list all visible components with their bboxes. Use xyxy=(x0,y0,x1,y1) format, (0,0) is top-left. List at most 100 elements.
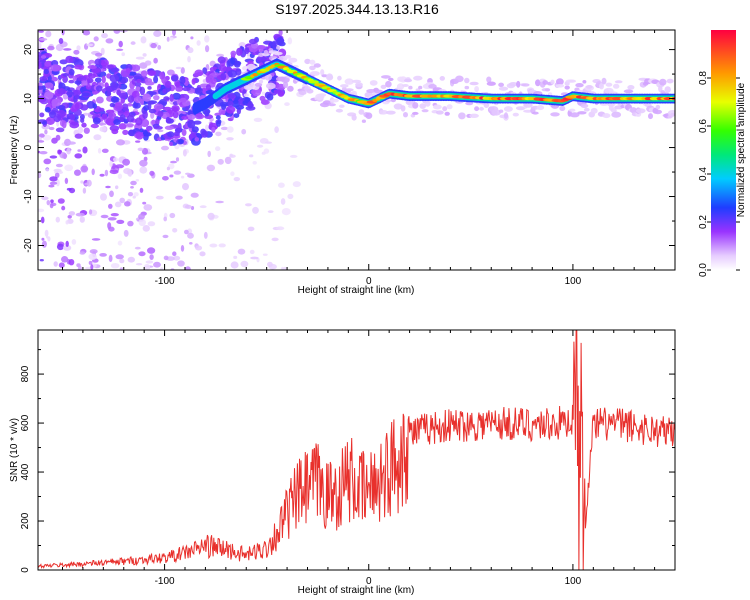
noise-cell xyxy=(105,38,114,44)
noise-cell xyxy=(49,176,58,182)
noise-cell xyxy=(63,153,67,160)
noise-cell xyxy=(95,85,103,92)
noise-cell xyxy=(93,134,102,141)
snr-y-label: SNR (10 * v/v) xyxy=(9,418,20,482)
noise-cell xyxy=(273,89,282,94)
halo-cell xyxy=(659,78,667,86)
noise-cell xyxy=(80,180,84,184)
noise-cell xyxy=(257,144,264,148)
noise-cell xyxy=(217,56,226,64)
noise-cell xyxy=(130,41,136,45)
noise-cell xyxy=(230,171,235,176)
halo-cell xyxy=(444,111,450,116)
noise-cell xyxy=(50,199,54,203)
noise-cell xyxy=(48,126,55,131)
noise-cell xyxy=(110,213,119,217)
noise-cell xyxy=(143,204,153,211)
halo-cell xyxy=(486,76,492,83)
noise-cell xyxy=(76,45,81,51)
noise-cell xyxy=(163,255,169,261)
noise-cell xyxy=(39,76,48,82)
x-tick-label: -100 xyxy=(155,276,175,287)
noise-cell xyxy=(113,157,118,162)
noise-cell xyxy=(177,122,182,132)
noise-cell xyxy=(49,202,54,209)
noise-cell xyxy=(164,80,172,88)
noise-cell xyxy=(252,206,259,214)
noise-cell xyxy=(41,196,49,201)
noise-cell xyxy=(142,53,147,57)
noise-cell xyxy=(92,103,98,109)
noise-cell xyxy=(81,92,90,97)
noise-cell xyxy=(44,82,54,89)
noise-cell xyxy=(132,102,141,109)
noise-cell xyxy=(74,169,81,176)
halo-cell xyxy=(320,69,325,76)
halo-cell xyxy=(455,75,464,83)
noise-cell xyxy=(109,102,116,108)
noise-cell xyxy=(229,154,236,158)
halo-cell xyxy=(418,85,423,90)
noise-cell xyxy=(194,113,205,120)
noise-cell xyxy=(142,93,152,102)
noise-cell xyxy=(44,106,51,113)
spectrogram-y-label: Frequency (Hz) xyxy=(9,116,20,185)
noise-cell xyxy=(226,126,234,133)
halo-cell xyxy=(282,81,289,89)
halo-cell xyxy=(568,108,576,112)
halo-cell xyxy=(474,106,480,112)
noise-cell xyxy=(227,69,238,78)
noise-cell xyxy=(74,153,83,159)
noise-cell xyxy=(101,75,106,84)
noise-cell xyxy=(66,147,71,155)
halo-cell xyxy=(498,82,504,88)
noise-cell xyxy=(83,127,90,134)
noise-cell xyxy=(88,253,97,260)
halo-cell xyxy=(344,88,354,92)
noise-cell xyxy=(102,65,107,69)
noise-cell xyxy=(147,247,156,254)
noise-cell xyxy=(143,129,148,137)
noise-cell xyxy=(142,225,150,232)
halo-cell xyxy=(412,102,419,109)
halo-cell xyxy=(474,86,479,92)
noise-cell xyxy=(44,61,51,67)
noise-cell xyxy=(118,123,127,130)
halo-cell xyxy=(569,112,580,118)
noise-cell xyxy=(126,114,135,123)
noise-cell xyxy=(135,86,141,92)
noise-cell xyxy=(249,154,254,158)
noise-cell xyxy=(256,55,267,63)
halo-cell xyxy=(335,108,343,113)
noise-cell xyxy=(104,169,109,177)
noise-cell xyxy=(51,98,62,107)
noise-cell xyxy=(124,201,131,207)
noise-cell xyxy=(45,116,56,125)
noise-cell xyxy=(250,90,256,94)
halo-cell xyxy=(351,79,362,83)
noise-cell xyxy=(200,128,207,135)
noise-cell xyxy=(142,201,147,205)
y-tick-label: -20 xyxy=(23,238,34,253)
noise-cell xyxy=(155,195,164,200)
noise-cell xyxy=(127,192,134,197)
noise-cell xyxy=(80,104,89,111)
noise-cell xyxy=(58,262,65,269)
noise-cell xyxy=(289,154,298,158)
noise-cell xyxy=(138,218,146,227)
noise-cell xyxy=(216,120,221,127)
halo-cell xyxy=(385,80,392,88)
noise-cell xyxy=(89,249,98,254)
noise-cell xyxy=(292,181,301,188)
noise-cell xyxy=(43,158,52,165)
noise-cell xyxy=(163,96,170,101)
noise-cell xyxy=(230,57,236,65)
noise-cell xyxy=(69,114,76,120)
noise-cell xyxy=(127,220,134,227)
halo-cell xyxy=(655,104,661,110)
noise-cell xyxy=(178,139,184,145)
colorbar-tick-label: 0.2 xyxy=(698,215,709,229)
noise-cell xyxy=(110,263,120,269)
halo-cell xyxy=(602,113,611,119)
halo-cell xyxy=(479,106,484,111)
